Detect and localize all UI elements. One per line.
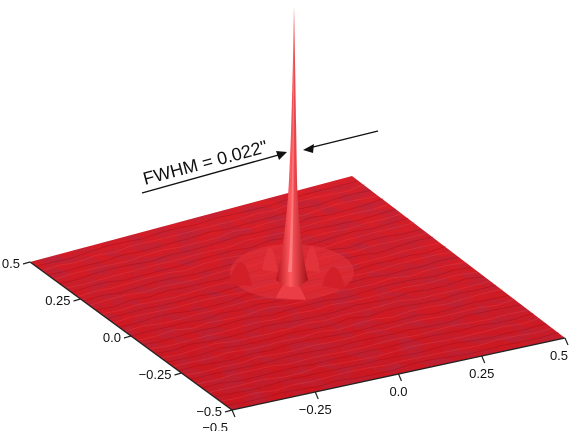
surface-ripple bbox=[142, 267, 472, 346]
surface-ripple bbox=[208, 317, 541, 394]
right-axis-tick-label: −0.25 bbox=[299, 402, 332, 417]
left-axis-tick bbox=[73, 298, 81, 302]
right-axis-tick bbox=[481, 355, 486, 364]
surface-ripple bbox=[184, 298, 516, 376]
surface-ripple bbox=[148, 271, 478, 350]
surface-ripple bbox=[59, 198, 384, 285]
right-axis-tick-label: 0.25 bbox=[469, 366, 494, 381]
side-lobe-left bbox=[228, 262, 252, 286]
fwhm-arrow-left-head bbox=[276, 151, 287, 160]
surface-ripple bbox=[47, 189, 371, 276]
right-axis-tick-label: 0.0 bbox=[389, 384, 407, 399]
side-lobe-center-right bbox=[304, 246, 320, 272]
surface-ripple bbox=[172, 288, 503, 367]
surface-ripple bbox=[190, 304, 522, 380]
surface-ripple bbox=[160, 280, 490, 359]
surface-ripple bbox=[178, 294, 509, 372]
right-axis-ticks: −0.5 −0.25 0.0 0.25 0.5 bbox=[202, 337, 569, 431]
surface-ripple bbox=[35, 180, 359, 267]
left-axis-tick-label: −0.25 bbox=[139, 367, 172, 382]
surface-ripple bbox=[136, 262, 465, 341]
peak-highlight bbox=[288, 12, 295, 272]
surface-ripple bbox=[226, 332, 559, 407]
right-axis-tick bbox=[397, 373, 403, 382]
surface-ripple bbox=[154, 276, 484, 354]
fwhm-arrow-right-line bbox=[308, 130, 379, 149]
surface-ripple bbox=[77, 213, 403, 298]
left-axis-tick-label: 0.0 bbox=[103, 330, 121, 345]
side-lobe-front bbox=[276, 280, 306, 300]
side-lobe-center-left bbox=[262, 247, 278, 272]
surface-ripple bbox=[71, 208, 397, 293]
surface-ripple bbox=[65, 203, 390, 289]
right-axis-tick-label: 0.5 bbox=[550, 348, 568, 363]
left-axis-ticks: 0.5 0.25 0.0 −0.25 −0.5 bbox=[2, 256, 233, 419]
left-axis-tick bbox=[224, 409, 233, 413]
right-axis-tick bbox=[564, 337, 569, 346]
surface-ripple bbox=[196, 310, 528, 385]
left-axis-tick-label: −0.5 bbox=[196, 404, 222, 419]
right-axis-tick bbox=[231, 409, 236, 418]
left-axis-tick bbox=[22, 261, 31, 265]
left-axis-tick bbox=[123, 335, 132, 339]
surface-ripple bbox=[53, 195, 378, 280]
central-peak bbox=[276, 6, 308, 287]
right-axis-tick-label: −0.5 bbox=[202, 420, 228, 431]
surface-ripple bbox=[220, 327, 553, 402]
surface-ripple bbox=[41, 183, 365, 272]
surface-ripple bbox=[214, 322, 547, 398]
surface-ripple bbox=[202, 312, 534, 389]
fwhm-arrow-right-head bbox=[303, 144, 314, 153]
left-axis-tick-label: 0.25 bbox=[45, 293, 70, 308]
surface-ripple bbox=[166, 284, 497, 363]
psf-peak bbox=[228, 6, 354, 300]
fwhm-arrow-left-line bbox=[141, 153, 283, 194]
side-lobe-right bbox=[322, 266, 346, 290]
right-axis-tick bbox=[314, 391, 319, 400]
left-axis-tick-label: 0.5 bbox=[2, 256, 20, 271]
left-axis-tick bbox=[174, 372, 182, 376]
